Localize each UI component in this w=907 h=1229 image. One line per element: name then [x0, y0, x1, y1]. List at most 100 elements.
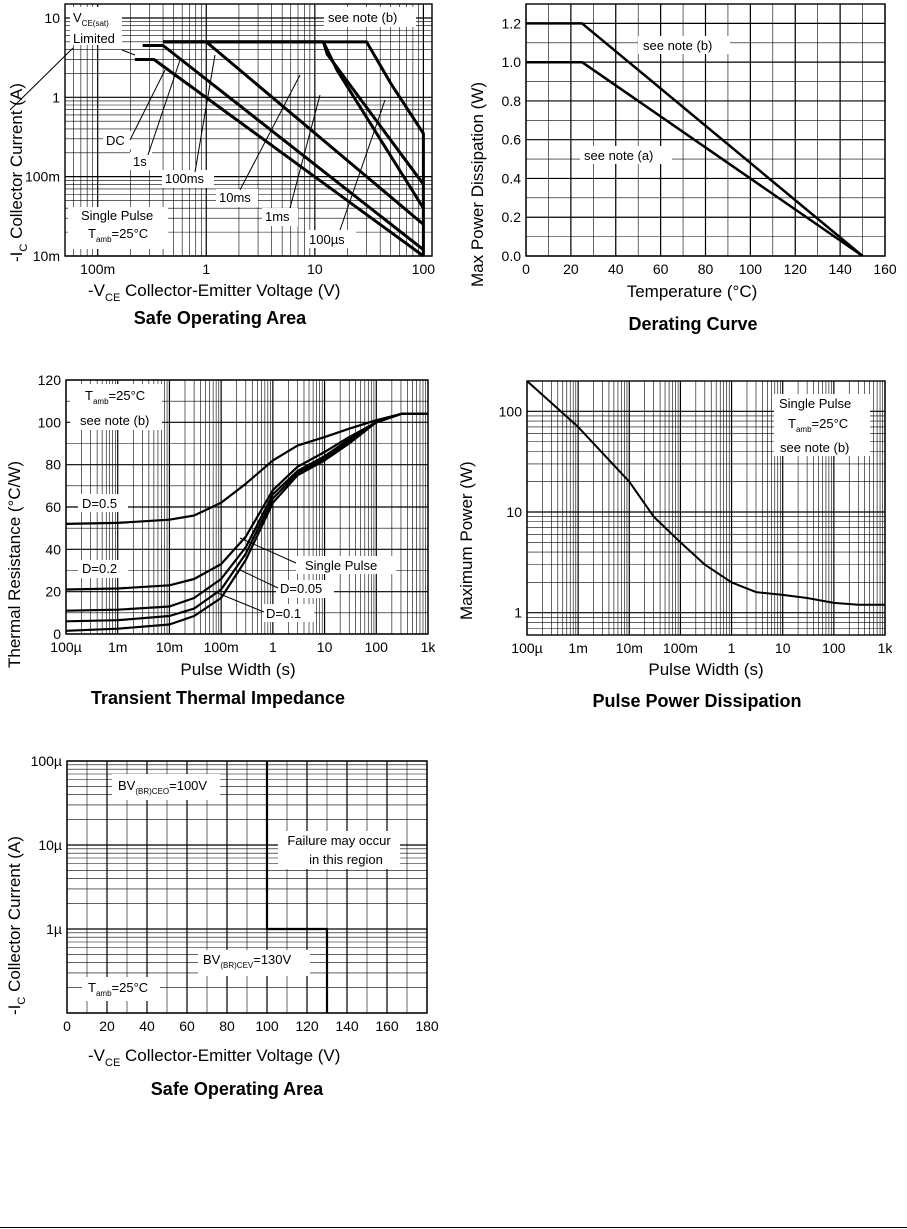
thermal-chart-ylabel: Thermal Resistance (°C/W) [5, 461, 24, 668]
thermal-chart-tamb-box [70, 384, 162, 430]
soa-leakage-chart-tamb-label: Tamb=25°C [88, 980, 148, 998]
soa-chart-100ms-label: 100ms [165, 171, 205, 186]
thermal-chart-single-label: Single Pulse [305, 558, 377, 573]
thermal-chart-d005-label: D=0.05 [280, 581, 322, 596]
soa-chart-grid [64, 4, 432, 257]
derating-chart-xtick-label: 20 [563, 261, 579, 277]
derating-chart-title: Derating Curve [628, 314, 757, 334]
soa-chart-ytick-label: 100m [25, 169, 60, 185]
soa-chart-ytick-label: 10m [33, 248, 60, 264]
soa-leakage-chart-xtick-label: 0 [63, 1018, 71, 1034]
derating-chart-ytick-label: 0.2 [502, 209, 522, 225]
derating-chart-ytick-label: 0.8 [502, 93, 522, 109]
thermal-chart-d01-leader [214, 591, 265, 613]
thermal-chart-xtick-label: 1k [421, 639, 437, 655]
soa-chart-title: Safe Operating Area [134, 308, 307, 328]
thermal-chart-xtick-label: 100m [204, 639, 239, 655]
thermal-chart-xtick-label: 100 [365, 639, 389, 655]
soa-leakage-chart-xtick-label: 20 [99, 1018, 115, 1034]
soa-leakage-chart-bv1-label: BV(BR)CEO=100V [118, 778, 207, 796]
soa-chart-vce-leader [9, 47, 74, 111]
soa-chart-xtick-label: 1 [202, 261, 210, 277]
derating-chart-b-box [638, 36, 730, 54]
soa-chart-series-1 [134, 58, 425, 258]
soa-leakage-chart-xlabel: -VCE Collector-Emitter Voltage (V) [88, 1046, 340, 1069]
soa-chart-100us-leader [339, 99, 386, 231]
thermal-chart-ytick-label: 120 [38, 372, 62, 388]
footer-rule [0, 1227, 907, 1228]
thermal-chart-d005-leader [239, 569, 279, 589]
soa-chart-10ms-label: 10ms [219, 190, 251, 205]
derating-chart-xtick-label: 160 [873, 261, 897, 277]
soa-chart-ytick-label: 10 [44, 10, 60, 26]
derating-chart-ylabel: Max Power Dissipation (W) [468, 82, 487, 287]
soa-chart-ytick-label: 1 [52, 89, 60, 105]
pulse-power-chart-ytick-label: 10 [506, 504, 522, 520]
pulse-power-chart-xlabel: Pulse Width (s) [648, 660, 763, 679]
soa-chart-series-6 [163, 40, 425, 256]
soa-chart-1ms-box [262, 208, 298, 226]
pulse-power-chart-note-label: see note (b) [780, 440, 849, 455]
soa-leakage-chart-ytick-label: 1µ [46, 921, 62, 937]
soa-chart-vce-leader2 [121, 49, 136, 56]
pulse-power-chart-frame [526, 380, 886, 636]
derating-chart-series-2-label: see note (a) [584, 148, 653, 163]
pulse-power-chart: 100µ 1m 10m 100m 1 10 100 1k 1 10 100 Single Pulse T… [457, 380, 894, 711]
pulse-power-chart-xtick-label: 100m [663, 640, 698, 656]
thermal-chart-ytick-label: 0 [53, 626, 61, 642]
pulse-power-chart-ytick-label: 100 [499, 403, 523, 419]
pulse-power-chart-xtick-label: 10 [775, 640, 791, 656]
soa-chart: 100m 1 10 100 10m 100m 1 10 VCE(sat) Limited see n… [7, 3, 436, 328]
thermal-chart: 100µ 1m 10m 100m 1 10 100 1k 0 20 40 60 80 100 120 Tamb… [5, 372, 436, 708]
soa-leakage-chart-xtick-label: 100 [255, 1018, 279, 1034]
thermal-chart-xtick-label: 10m [156, 639, 183, 655]
derating-chart-series-1-label: see note (b) [643, 38, 712, 53]
soa-chart-10ms-leader [239, 74, 301, 191]
thermal-chart-ytick-label: 20 [45, 584, 61, 600]
pulse-power-chart-title: Pulse Power Dissipation [592, 691, 801, 711]
pulse-power-chart-xtick-label: 100µ [511, 640, 542, 656]
thermal-chart-d05-label: D=0.5 [82, 496, 117, 511]
derating-chart-xtick-label: 60 [653, 261, 669, 277]
thermal-chart-xtick-label: 10 [317, 639, 333, 655]
soa-chart-dc-label: DC [106, 133, 125, 148]
soa-chart-xtick-label: 100 [412, 261, 436, 277]
soa-chart-sp-box [68, 207, 168, 249]
soa-chart-10ms-box [216, 189, 258, 207]
derating-chart-xtick-label: 120 [784, 261, 808, 277]
pulse-power-chart-sp-label: Single Pulse [779, 396, 851, 411]
soa-leakage-chart-ytick-label: 10µ [38, 837, 62, 853]
soa-chart-ylabel: -IC Collector Current (A) [7, 83, 30, 262]
soa-leakage-chart-frame [66, 760, 428, 1014]
derating-chart-xtick-label: 80 [698, 261, 714, 277]
soa-chart-100ms-box [162, 170, 214, 188]
thermal-chart-ytick-label: 40 [45, 541, 61, 557]
soa-chart-dc-leader [129, 69, 166, 141]
soa-chart-xlabel: -VCE Collector-Emitter Voltage (V) [88, 281, 340, 304]
soa-leakage-chart-bv2-box [198, 950, 310, 976]
pulse-power-chart-xtick-label: 1 [728, 640, 736, 656]
soa-leakage-chart-xtick-label: 40 [139, 1018, 155, 1034]
thermal-chart-ytick-label: 60 [45, 499, 61, 515]
soa-chart-1s-box [130, 152, 152, 170]
soa-chart-limited-label: Limited [73, 31, 115, 46]
soa-leakage-chart-title: Safe Operating Area [151, 1079, 324, 1099]
thermal-chart-d05-box [78, 494, 128, 512]
derating-chart-ytick-label: 1.2 [502, 15, 522, 31]
soa-leakage-chart-ylabel: -IC Collector Current (A) [5, 836, 28, 1015]
soa-chart-100ms-leader [194, 54, 216, 173]
soa-leakage-chart-xtick-label: 160 [375, 1018, 399, 1034]
pulse-power-chart-xtick-label: 1m [568, 640, 587, 656]
pulse-power-chart-xtick-label: 1k [878, 640, 894, 656]
soa-leakage-chart-series-1 [265, 761, 329, 1013]
soa-leakage-chart: 0 20 40 60 80 100 120 140 160 180 1µ 10µ 100µ BV(BR)C… [5, 753, 439, 1099]
soa-chart-1s-label: 1s [133, 154, 147, 169]
soa-leakage-chart-xtick-label: 80 [219, 1018, 235, 1034]
pulse-power-chart-sp-box [774, 394, 870, 456]
thermal-chart-frame [65, 379, 429, 635]
derating-chart-ytick-label: 0.6 [502, 132, 522, 148]
thermal-chart-note-label: see note (b) [80, 413, 149, 428]
soa-chart-100us-label: 100µs [309, 232, 345, 247]
soa-chart-xtick-label: 10 [307, 261, 323, 277]
